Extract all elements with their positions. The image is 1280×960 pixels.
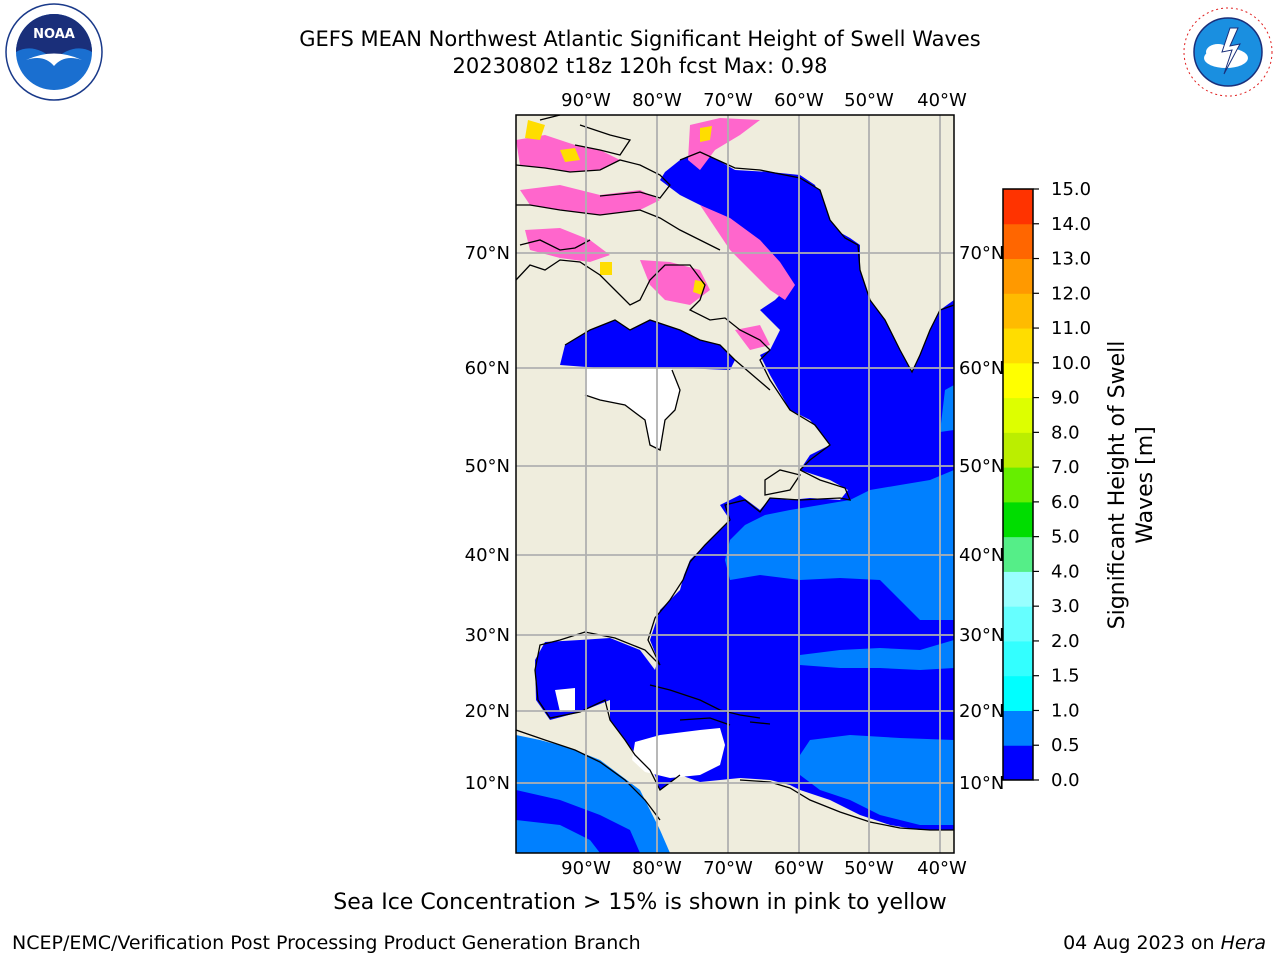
lon-labels-top: 90°W 80°W 70°W 60°W 50°W 40°W [561,90,967,111]
swell-band-south [800,735,954,825]
lat-label: 20°N [959,701,1004,722]
colorbar-tick-label: 6.0 [1051,492,1080,513]
colorbar-segment [1003,501,1033,538]
colorbar-tick-label: 9.0 [1051,388,1080,409]
lat-label: 20°N [465,701,510,722]
lon-label: 90°W [561,90,611,111]
colorbar-label-line2: Waves [m] [1133,426,1158,543]
colorbar-segment [1003,745,1033,781]
colorbar-segment [1003,571,1033,607]
lat-label: 60°N [465,358,510,379]
svg-text:NOAA: NOAA [33,27,75,42]
lat-label: 60°N [959,358,1004,379]
colorbar-tick-label: 10.0 [1051,353,1091,374]
sea-ice-caption: Sea Ice Concentration > 15% is shown in … [333,890,947,915]
colorbar-segment [1003,432,1033,468]
pacific-ocean-mid [516,820,600,853]
footer-credit: NCEP/EMC/Verification Post Processing Pr… [12,932,641,954]
lon-label: 80°W [632,858,682,879]
colorbar-tick-label: 13.0 [1051,249,1091,270]
lon-label: 70°W [703,858,753,879]
colorbar-segment [1003,293,1033,329]
colorbar-segment [1003,710,1033,746]
lon-label: 70°W [703,90,753,111]
swell-band-central [800,640,954,670]
colorbar-segment [1003,536,1033,572]
swell-band-north [725,470,954,620]
colorbar-tick-label: 3.0 [1051,596,1080,617]
colorbar-tick-label: 5.0 [1051,527,1080,548]
colorbar-segment [1003,189,1033,225]
lat-label: 10°N [959,773,1004,794]
lat-label: 10°N [465,773,510,794]
footer-date-text: 04 Aug 2023 on [1063,932,1221,954]
colorbar-tick-label: 1.5 [1051,666,1080,687]
colorbar-label-line1: Significant Height of Swell [1105,341,1130,630]
colorbar-tick-label: 8.0 [1051,422,1080,443]
lon-label: 50°W [844,858,894,879]
lat-label: 40°N [959,545,1004,566]
footer-host: Hera [1220,932,1266,954]
lat-label: 50°N [465,456,510,477]
colorbar-segment [1003,223,1033,260]
graticule [516,115,954,853]
colorbar-segment [1003,467,1033,503]
colorbar-tick-label: 11.0 [1051,318,1091,339]
lat-label: 70°N [959,243,1004,264]
lon-label: 60°W [774,90,824,111]
lat-labels-right: 70°N 60°N 50°N 40°N 30°N 20°N 10°N [959,243,1004,794]
colorbar-tick-label: 0.0 [1051,770,1080,791]
colorbar-segment [1003,258,1033,294]
chart-subtitle: 20230802 t18z 120h fcst Max: 0.98 [452,54,828,78]
lon-label: 80°W [632,90,682,111]
national-weather-service-logo [1178,2,1278,102]
colorbar-label: Significant Height of Swell Waves [m] [1105,341,1158,630]
lon-label: 50°W [844,90,894,111]
lat-label: 30°N [959,625,1004,646]
lon-labels-bottom: 90°W 80°W 70°W 60°W 50°W 40°W [561,858,967,879]
colorbar-tick-label: 2.0 [1051,631,1080,652]
lat-label: 50°N [959,456,1004,477]
colorbar-tick-label: 15.0 [1051,179,1091,200]
swell-patch-east [940,385,954,432]
colorbar-tick-label: 4.0 [1051,561,1080,582]
lon-label: 40°W [917,858,967,879]
lon-label: 60°W [774,858,824,879]
colorbar-segment [1003,640,1033,677]
colorbar-tick-label: 7.0 [1051,457,1080,478]
colorbar-frame [1002,188,1034,781]
noaa-logo: NOAA [4,2,104,102]
colorbar-tick-label: 12.0 [1051,283,1091,304]
colorbar-segment [1003,675,1033,711]
gulf-missing-data [555,688,575,712]
lon-label: 40°W [917,90,967,111]
lat-label: 40°N [465,545,510,566]
footer-date: 04 Aug 2023 on Hera [1063,932,1266,954]
colorbar-segment [1003,362,1033,399]
hudson-bay [560,320,735,370]
caribbean-missing-data [632,728,725,778]
lat-labels-left: 70°N 60°N 50°N 40°N 30°N 20°N 10°N [465,243,510,794]
colorbar-tick-label: 14.0 [1051,214,1091,235]
lon-label: 90°W [561,858,611,879]
colorbar: 0.0 0.5 1.0 1.5 2.0 3.0 4.0 5.0 6.0 7.0 8.0 9.0 10.0… [1002,179,1091,791]
chart-title: GEFS MEAN Northwest Atlantic Significant… [299,27,981,51]
map-frame [515,114,955,854]
lat-label: 30°N [465,625,510,646]
colorbar-tick-label: 0.5 [1051,735,1080,756]
lat-label: 70°N [465,243,510,264]
colorbar-segment [1003,397,1033,433]
colorbar-tick-label: 1.0 [1051,700,1080,721]
colorbar-segment [1003,606,1033,642]
colorbar-segment [1003,328,1033,364]
